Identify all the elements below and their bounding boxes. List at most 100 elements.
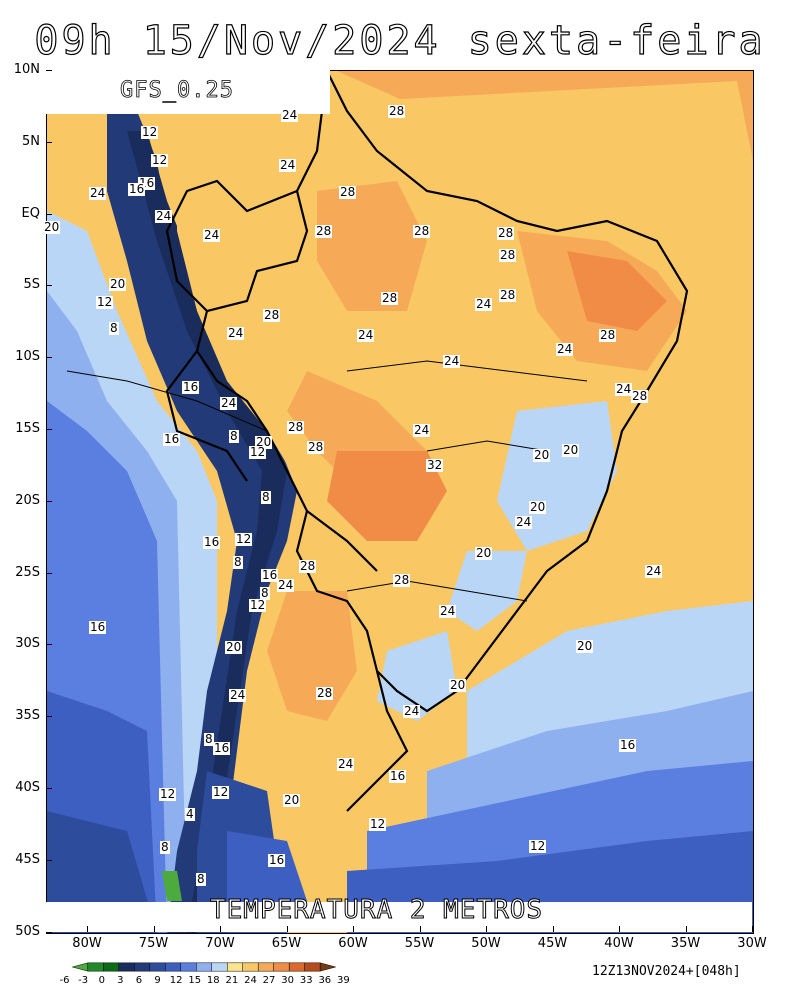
contour-label: 24 (227, 326, 245, 340)
colorbar-swatch (180, 962, 197, 972)
contour-label: 28 (499, 288, 517, 302)
colorbar-label: -3 (78, 975, 89, 986)
contour-label: 20 (109, 277, 127, 291)
model-label: GFS_0.25 (120, 78, 234, 104)
colorbar-label: 39 (337, 975, 350, 986)
contour-label: 16 (213, 741, 231, 755)
colorbar-label: 30 (281, 975, 294, 986)
contour-label: 12 (249, 598, 267, 612)
colorbar-swatch (288, 962, 305, 972)
contour-label: 12 (369, 817, 387, 831)
contour-label: 24 (89, 186, 107, 200)
contour-label: 20 (529, 500, 547, 514)
contour-label: 24 (357, 328, 375, 342)
lat-tick-label: 20S (15, 492, 40, 508)
colorbar-swatch (134, 962, 151, 972)
contour-label: 16 (268, 853, 286, 867)
lat-tick (46, 716, 52, 718)
colorbar-label: 24 (244, 975, 257, 986)
contour-label: 24 (515, 515, 533, 529)
contour-label: 24 (615, 382, 633, 396)
contour-label: 24 (403, 704, 421, 718)
colorbar-label: 3 (117, 975, 124, 986)
lon-tick-label: 75W (138, 936, 169, 951)
lon-tick (353, 926, 354, 932)
contour-label: 16 (619, 738, 637, 752)
contour-label: 12 (159, 787, 177, 801)
contour-label: 16 (203, 535, 221, 549)
lat-tick (46, 644, 52, 646)
lat-tick-label: 30S (15, 636, 40, 652)
lon-tick (752, 926, 753, 932)
contour-label: 12 (141, 125, 159, 139)
contour-label: 24 (229, 688, 247, 702)
contour-label: 28 (497, 226, 515, 240)
contour-label: 24 (443, 354, 461, 368)
contour-label: 24 (281, 108, 299, 122)
colorbar-label: 6 (135, 975, 143, 986)
contour-label: 32 (426, 458, 444, 472)
contour-label: 24 (413, 423, 431, 437)
contour-label: 28 (381, 291, 399, 305)
contour-label: 8 (233, 555, 243, 569)
colorbar-swatch (242, 962, 259, 972)
colorbar-swatch (257, 962, 274, 972)
contour-label: 28 (307, 440, 325, 454)
colorbar-label: 12 (169, 975, 183, 986)
colorbar-label: -6 (59, 975, 70, 986)
colorbar-swatch (319, 962, 337, 972)
contour-label: 20 (43, 220, 61, 234)
colorbar-swatch (211, 962, 228, 972)
contour-label: 28 (339, 185, 357, 199)
contour-label: 24 (556, 342, 574, 356)
contour-label: 28 (316, 686, 334, 700)
contour-label: 16 (182, 380, 200, 394)
contour-label: 24 (220, 396, 238, 410)
contour-label: 28 (413, 224, 431, 238)
lat-tick-label: 5S (23, 277, 40, 293)
colorbar-swatch (196, 962, 212, 972)
contour-label: 20 (475, 546, 493, 560)
lon-tick-label: 40W (604, 936, 634, 951)
colorbar (71, 962, 337, 972)
lon-tick-label: 65W (271, 936, 302, 951)
colorbar-label: 33 (299, 975, 313, 986)
contour-label: 8 (261, 490, 271, 504)
contour-label: 20 (225, 640, 243, 654)
lon-tick-label: 45W (537, 936, 568, 951)
contour-label: 24 (337, 757, 355, 771)
contour-label: 8 (109, 321, 119, 335)
contour-label: 24 (203, 228, 221, 242)
lat-tick-label: 10N (13, 62, 40, 77)
colorbar-label: 0 (98, 975, 105, 986)
contour-label: 8 (229, 429, 239, 443)
lat-tick (46, 429, 52, 430)
contour-label: 28 (393, 573, 411, 587)
contour-label: 20 (576, 639, 594, 653)
map-title: 09h 15/Nov/2024 sexta-feira (34, 17, 766, 64)
variable-label: TEMPERATURA 2 METROS (209, 895, 544, 926)
lon-tick-label: 60W (338, 936, 368, 951)
lon-tick (87, 926, 88, 932)
lon-tick (419, 926, 421, 932)
colorbar-swatch (71, 962, 89, 972)
colorbar-swatch (304, 962, 321, 972)
lat-tick-label: 50S (15, 923, 40, 939)
contour-label: 8 (204, 732, 214, 746)
contour-label: 24 (439, 604, 457, 618)
contour-label: 28 (631, 389, 649, 403)
contour-label: 20 (533, 448, 551, 462)
lat-tick-label: 10S (15, 349, 40, 365)
contour-label: 8 (260, 586, 270, 600)
variable-box (46, 902, 752, 932)
contour-label: 16 (89, 620, 107, 634)
colorbar-swatch (226, 962, 243, 972)
temperature-field (47, 71, 753, 933)
contour-label: 12 (529, 839, 547, 853)
lon-tick-label: 35W (670, 936, 701, 951)
lat-tick-label: 45S (15, 851, 40, 867)
lat-tick (46, 859, 52, 861)
contour-label: 28 (299, 559, 317, 573)
run-info: 12Z13NOV2024+[048h] (592, 964, 741, 979)
contour-label: 16 (389, 769, 407, 783)
